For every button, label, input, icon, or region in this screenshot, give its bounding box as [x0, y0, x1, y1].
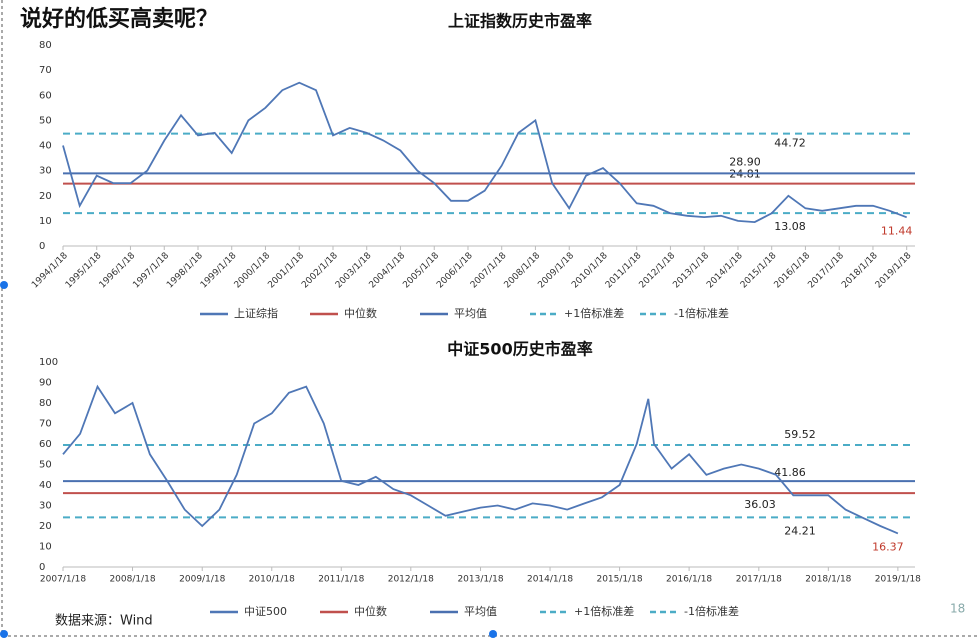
reference-label: 59.52: [784, 428, 816, 441]
y-tick-label: 40: [39, 141, 52, 152]
reference-label: 41.86: [774, 466, 806, 479]
x-tick-label: 2013/1/18: [457, 575, 503, 585]
y-tick-label: 60: [39, 439, 52, 450]
handle: [0, 281, 8, 289]
x-tick-label: 2010/1/18: [249, 575, 295, 585]
x-tick-label: 2014/1/18: [527, 575, 573, 585]
legend-label: 平均值: [464, 605, 497, 618]
y-tick-label: 90: [39, 378, 52, 389]
x-tick-label: 2009/1/18: [179, 575, 225, 585]
reference-label: 13.08: [774, 220, 806, 233]
x-tick-label: 2011/1/18: [318, 575, 364, 585]
y-tick-label: 50: [39, 460, 52, 471]
y-tick-label: 20: [39, 191, 52, 202]
y-tick-label: 70: [39, 65, 52, 76]
source: 数据来源：Wind: [55, 614, 153, 629]
chart-title: 上证指数历史市盈率: [448, 12, 592, 31]
x-tick-label: 2017/1/18: [736, 575, 782, 585]
x-tick-label: 2015/1/18: [596, 575, 642, 585]
slide-title: 说好的低买高卖呢？: [20, 6, 218, 32]
y-tick-label: 10: [39, 542, 52, 553]
handle: [489, 630, 497, 638]
reference-label: 24.21: [784, 524, 816, 537]
x-tick-label: 2019/1/18: [875, 575, 921, 585]
series-line: [62, 81, 908, 224]
y-tick-label: 30: [39, 501, 52, 512]
y-tick-label: 60: [39, 90, 52, 101]
y-tick-label: 100: [39, 357, 58, 368]
y-tick-label: 80: [39, 398, 52, 409]
chart-title: 中证500历史市盈率: [447, 340, 592, 359]
end-value-label: 16.37: [872, 540, 904, 553]
y-tick-label: 10: [39, 216, 52, 227]
legend-label: 平均值: [454, 307, 487, 320]
legend-label: 中位数: [344, 306, 377, 320]
handle: [0, 630, 8, 638]
y-tick-label: 50: [39, 115, 52, 126]
x-tick-label: 2012/1/18: [388, 575, 434, 585]
y-tick-label: 70: [39, 419, 52, 430]
x-tick-label: 2018/1/18: [805, 575, 851, 585]
x-tick-label: 2016/1/18: [666, 575, 712, 585]
reference-label: 28.90: [729, 155, 761, 168]
legend-label: -1倍标准差: [684, 604, 739, 618]
y-tick-label: 40: [39, 480, 52, 491]
legend-label: +1倍标准差: [574, 604, 634, 618]
legend-label: 中证500: [244, 605, 287, 618]
y-tick-label: 0: [39, 241, 45, 252]
y-tick-label: 0: [39, 562, 45, 573]
y-tick-label: 30: [39, 166, 52, 177]
y-tick-label: 20: [39, 521, 52, 532]
x-tick-label: 2007/1/18: [40, 575, 86, 585]
end-value-label: 11.44: [881, 224, 913, 237]
reference-label: 36.03: [744, 498, 776, 511]
reference-label: 44.72: [774, 137, 806, 150]
legend-label: +1倍标准差: [564, 306, 624, 320]
y-tick-label: 80: [39, 40, 52, 51]
legend-label: 上证综指: [234, 306, 278, 320]
page-number: 18: [950, 602, 965, 616]
legend-label: -1倍标准差: [674, 306, 729, 320]
x-tick-label: 2008/1/18: [109, 575, 155, 585]
legend-label: 中位数: [354, 604, 387, 618]
series-line: [62, 384, 899, 535]
